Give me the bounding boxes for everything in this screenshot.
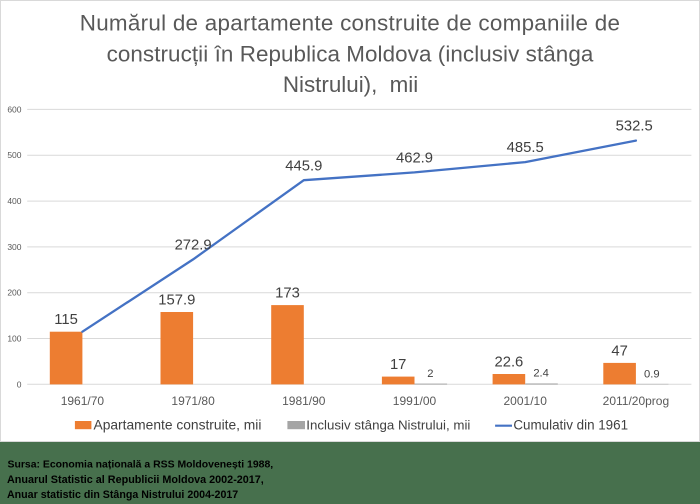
svg-text:200: 200 xyxy=(7,288,21,298)
svg-text:485.5: 485.5 xyxy=(507,140,544,156)
svg-text:400: 400 xyxy=(7,196,21,206)
svg-text:1991/00: 1991/00 xyxy=(393,394,437,408)
svg-text:Anuarul Statistic al Republici: Anuarul Statistic al Republicii Moldova … xyxy=(7,474,264,486)
svg-text:100: 100 xyxy=(7,333,21,343)
svg-text:600: 600 xyxy=(7,104,21,114)
svg-text:construcții în Republica Moldo: construcții în Republica Moldova (inclus… xyxy=(107,41,594,66)
svg-text:0.9: 0.9 xyxy=(644,368,660,380)
svg-text:22.6: 22.6 xyxy=(494,355,523,371)
svg-text:173: 173 xyxy=(275,286,300,302)
svg-text:Nistrului), mii: Nistrului), mii xyxy=(283,72,418,97)
svg-text:115: 115 xyxy=(54,312,78,328)
svg-text:Cumulativ din 1961: Cumulativ din 1961 xyxy=(513,417,628,432)
svg-text:1981/90: 1981/90 xyxy=(282,394,326,408)
svg-text:272.9: 272.9 xyxy=(175,238,212,254)
svg-text:Numărul de apartamente constru: Numărul de apartamente construite de com… xyxy=(80,11,620,36)
svg-text:Sursa: Economia națională a RS: Sursa: Economia națională a RSS Moldoven… xyxy=(8,460,274,471)
svg-text:300: 300 xyxy=(7,242,21,252)
svg-text:532.5: 532.5 xyxy=(616,119,653,135)
svg-text:47: 47 xyxy=(611,344,627,360)
svg-text:2001/10: 2001/10 xyxy=(504,394,548,408)
svg-text:17: 17 xyxy=(390,357,406,373)
svg-text:2011/20prog: 2011/20prog xyxy=(603,394,670,408)
svg-text:Apartamente construite, mii: Apartamente construite, mii xyxy=(94,417,262,432)
svg-text:0: 0 xyxy=(17,379,22,389)
svg-text:445.9: 445.9 xyxy=(285,158,322,174)
svg-text:462.9: 462.9 xyxy=(396,151,433,167)
svg-text:2: 2 xyxy=(427,368,433,380)
svg-text:Anuar statistic din Stânga Nis: Anuar statistic din Stânga Nistrului 200… xyxy=(7,489,238,501)
svg-text:1971/80: 1971/80 xyxy=(171,394,215,408)
svg-text:2.4: 2.4 xyxy=(533,368,549,380)
svg-text:1961/70: 1961/70 xyxy=(61,394,105,408)
svg-text:Inclusiv stânga Nistrului, mii: Inclusiv stânga Nistrului, mii xyxy=(306,417,470,432)
svg-text:500: 500 xyxy=(7,150,21,160)
svg-text:157.9: 157.9 xyxy=(158,293,195,309)
